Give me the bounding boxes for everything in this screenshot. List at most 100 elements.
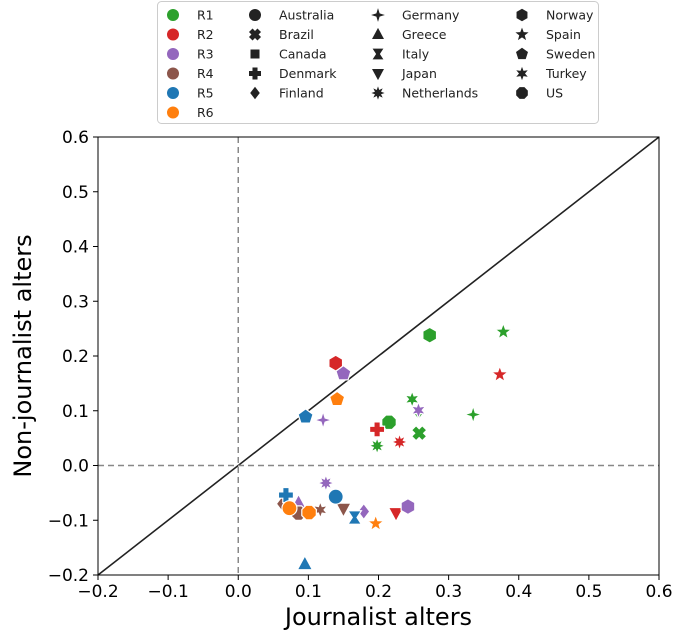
point-r6-australia	[281, 500, 298, 517]
legend-item-canada: Canada	[250, 47, 327, 62]
y-tick-label: 0.2	[62, 347, 89, 367]
legend-label-r2: R2	[197, 27, 214, 42]
y-tick-label: 0.3	[62, 292, 89, 312]
legend-label-canada: Canada	[279, 47, 327, 62]
point-r6-sweden	[328, 390, 346, 407]
legend-item-r3: R3	[167, 47, 214, 62]
legend-label-italy: Italy	[402, 47, 430, 62]
legend-marker-australia	[249, 9, 261, 21]
legend-marker-r2	[167, 28, 179, 41]
legend-label-netherlands: Netherlands	[402, 86, 478, 101]
point-r5-australia	[327, 488, 344, 505]
point-r3-sweden	[335, 364, 352, 381]
legend-marker-norway	[516, 8, 528, 22]
legend-item-r6: R6	[167, 105, 214, 120]
point-r1-spain	[493, 321, 514, 341]
y-tick-label: −0.1	[48, 511, 89, 531]
x-tick-label: 0.1	[295, 582, 322, 602]
legend-items: R1 R2 R3 R4 R5 R6 Australia Brazil Canada Denmark…	[167, 8, 595, 120]
legend-label-finland: Finland	[279, 86, 324, 101]
x-tick-label: 0.4	[505, 582, 532, 602]
legend-marker-germany	[371, 8, 385, 22]
point-r3-turkey	[409, 400, 428, 421]
legend-label-brazil: Brazil	[279, 27, 314, 42]
point-r2-netherlands	[389, 431, 410, 452]
point-r1-germany	[462, 403, 484, 426]
point-r2-spain	[489, 364, 510, 383]
x-tick-label: 0.3	[435, 582, 462, 602]
point-r3-norway	[400, 497, 416, 516]
x-tick-label: 0.5	[575, 582, 602, 602]
y-axis-ticks: −0.2 −0.1 0.0 0.1 0.2 0.3 0.4 0.5 0.6	[48, 128, 98, 586]
legend-item-netherlands: Netherlands	[371, 86, 478, 101]
legend-marker-r1	[167, 9, 179, 21]
y-tick-label: 0.4	[62, 238, 89, 258]
point-r2-denmark	[369, 421, 386, 438]
legend-marker-italy	[372, 48, 384, 60]
legend-marker-brazil	[248, 28, 262, 41]
y-tick-label: 0.6	[62, 128, 89, 148]
point-r4-japan	[334, 502, 352, 519]
x-tick-label: 0.6	[645, 582, 672, 602]
x-tick-label: −0.1	[147, 582, 188, 602]
legend-marker-turkey	[516, 66, 528, 81]
point-r1-norway	[422, 326, 438, 344]
legend-label-japan: Japan	[401, 66, 437, 81]
legend-marker-denmark	[249, 67, 261, 80]
legend-item-r4: R4	[167, 66, 214, 81]
legend-label-r1: R1	[197, 8, 214, 23]
point-r2-japan	[387, 506, 405, 523]
data-points	[275, 321, 514, 571]
legend-marker-r3	[167, 48, 179, 60]
diagonal-line	[97, 136, 660, 576]
legend-item-italy: Italy	[372, 47, 430, 62]
plot-area	[97, 136, 660, 576]
point-r3-netherlands	[315, 472, 336, 494]
legend-label-germany: Germany	[402, 8, 460, 23]
point-r6-spain	[365, 513, 386, 532]
legend-item-greece: Greece	[372, 27, 447, 42]
point-r5-sweden	[297, 408, 314, 424]
y-tick-label: 0.0	[62, 457, 89, 477]
legend-marker-spain	[515, 27, 529, 41]
legend-marker-r6	[167, 106, 179, 119]
point-r5-italy	[346, 510, 363, 525]
reference-lines	[97, 136, 660, 576]
legend-item-finland: Finland	[250, 86, 324, 101]
legend-item-sweden: Sweden	[516, 47, 595, 62]
legend-label-turkey: Turkey	[545, 66, 587, 81]
legend-marker-us	[516, 87, 528, 99]
x-axis-label: Journalist alters	[283, 603, 472, 631]
y-axis-label: Non-journalist alters	[9, 234, 37, 477]
legend-marker-r5	[167, 87, 179, 99]
legend-marker-canada	[250, 49, 260, 59]
legend-item-japan: Japan	[372, 66, 437, 81]
legend-marker-sweden	[516, 47, 528, 60]
legend-label-norway: Norway	[546, 8, 594, 23]
legend-label-sweden: Sweden	[546, 47, 595, 62]
legend-label-denmark: Denmark	[279, 66, 337, 81]
legend-label-us: US	[546, 86, 563, 101]
legend: R1 R2 R3 R4 R5 R6 Australia Brazil Canada Denmark…	[157, 1, 599, 124]
point-r1-netherlands	[367, 435, 388, 456]
legend-item-australia: Australia	[249, 8, 334, 23]
legend-marker-r4	[167, 67, 179, 80]
legend-marker-netherlands	[371, 86, 385, 100]
legend-label-australia: Australia	[279, 8, 334, 23]
legend-item-spain: Spain	[515, 27, 581, 42]
legend-item-turkey: Turkey	[516, 66, 587, 81]
legend-label-spain: Spain	[546, 27, 581, 42]
legend-marker-greece	[372, 27, 384, 39]
point-r3-finland	[357, 502, 371, 521]
legend-item-r1: R1	[167, 8, 214, 23]
x-tick-label: 0.0	[225, 582, 252, 602]
legend-item-r2: R2	[167, 27, 214, 42]
legend-marker-finland	[250, 86, 260, 100]
legend-marker-japan	[372, 69, 384, 81]
legend-item-us: US	[516, 86, 563, 101]
legend-label-r6: R6	[197, 105, 214, 120]
x-axis-ticks: −0.2 −0.1 0.0 0.1 0.2 0.3 0.4 0.5 0.6	[77, 575, 673, 602]
x-tick-label: −0.2	[77, 582, 118, 602]
legend-item-germany: Germany	[371, 8, 460, 23]
